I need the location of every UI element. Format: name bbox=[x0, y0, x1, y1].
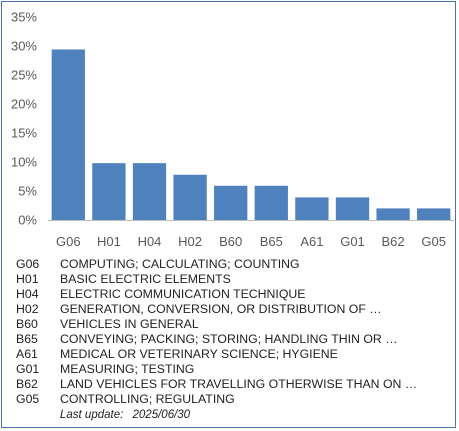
bar-g01 bbox=[335, 197, 370, 220]
legend-row: G01 MEASURING; TESTING bbox=[16, 362, 446, 377]
legend-code: G01 bbox=[16, 362, 40, 376]
legend-code: B62 bbox=[16, 377, 38, 391]
bar-h02 bbox=[173, 174, 207, 220]
legend-description: MEDICAL OR VETERINARY SCIENCE; HYGIENE bbox=[60, 347, 338, 361]
legend-description: GENERATION, CONVERSION, OR DISTRIBUTION … bbox=[60, 302, 382, 316]
last-update-date: 2025/06/30 bbox=[132, 409, 191, 421]
legend-description: CONTROLLING; REGULATING bbox=[60, 392, 235, 406]
legend-description: COMPUTING; CALCULATING; COUNTING bbox=[60, 257, 300, 271]
bar-g05 bbox=[417, 208, 451, 220]
legend-code: G06 bbox=[16, 257, 40, 271]
bar-a61 bbox=[295, 197, 329, 220]
legend-code: H02 bbox=[16, 302, 39, 316]
legend-description: CONVEYING; PACKING; STORING; HANDLING TH… bbox=[60, 332, 398, 346]
x-tick-label: B60 bbox=[219, 234, 242, 249]
legend-row: A61 MEDICAL OR VETERINARY SCIENCE; HYGIEN… bbox=[16, 347, 446, 362]
y-axis-ticks: 0% 5% 10% 15% 20% 25% 30% 35% bbox=[11, 10, 37, 228]
x-tick-label: G01 bbox=[340, 234, 365, 249]
legend-code: H04 bbox=[16, 287, 39, 301]
legend-row: G05 CONTROLLING; REGULATING bbox=[16, 392, 446, 407]
legend-code: B60 bbox=[16, 317, 38, 331]
bar-b60 bbox=[214, 185, 248, 220]
y-tick-label: 35% bbox=[11, 10, 37, 25]
x-tick-label: G05 bbox=[421, 234, 446, 249]
x-tick-label: H02 bbox=[178, 234, 202, 249]
legend-code: G05 bbox=[16, 392, 40, 406]
legend-code: H01 bbox=[16, 272, 39, 286]
y-tick-label: 10% bbox=[11, 155, 37, 170]
legend-row: G06 COMPUTING; CALCULATING; COUNTING bbox=[16, 257, 446, 272]
bar-h01 bbox=[92, 163, 126, 220]
legend-row: H02 GENERATION, CONVERSION, OR DISTRIBUTI… bbox=[16, 302, 446, 317]
legend-row: H04 ELECTRIC COMMUNICATION TECHNIQUE bbox=[16, 287, 446, 302]
x-tick-label: H04 bbox=[138, 234, 162, 249]
category-legend: G06 COMPUTING; CALCULATING; COUNTING H01 BA… bbox=[16, 257, 446, 407]
x-tick-label: B65 bbox=[260, 234, 283, 249]
bars bbox=[51, 49, 451, 221]
bar-g06 bbox=[51, 49, 85, 221]
y-tick-label: 30% bbox=[11, 39, 37, 54]
legend-description: MEASURING; TESTING bbox=[60, 362, 195, 376]
x-tick-label: H01 bbox=[97, 234, 121, 249]
y-tick-label: 20% bbox=[11, 97, 37, 112]
x-tick-label: B62 bbox=[382, 234, 405, 249]
bar-b62 bbox=[376, 208, 410, 220]
last-update-label: Last update: bbox=[60, 409, 124, 421]
x-tick-label: A61 bbox=[300, 234, 323, 249]
legend-description: BASIC ELECTRIC ELEMENTS bbox=[60, 272, 231, 286]
bar-h04 bbox=[132, 163, 167, 220]
legend-row: B60 VEHICLES IN GENERAL bbox=[16, 317, 446, 332]
y-tick-label: 0% bbox=[18, 213, 37, 228]
legend-row: B65 CONVEYING; PACKING; STORING; HANDLING… bbox=[16, 332, 446, 347]
legend-row: H01 BASIC ELECTRIC ELEMENTS bbox=[16, 272, 446, 287]
legend-code: B65 bbox=[16, 332, 38, 346]
legend-description: VEHICLES IN GENERAL bbox=[60, 317, 199, 331]
last-update: Last update: 2025/06/30 bbox=[60, 409, 190, 421]
bar-b65 bbox=[254, 185, 288, 220]
x-tick-label: G06 bbox=[56, 234, 81, 249]
bar-chart: 0% 5% 10% 15% 20% 25% 30% 35% G06 H01 H04 H02 B60 B6… bbox=[11, 10, 454, 249]
legend-description: LAND VEHICLES FOR TRAVELLING OTHERWISE T… bbox=[60, 377, 418, 391]
y-tick-label: 15% bbox=[11, 126, 37, 141]
x-axis-ticks: G06 H01 H04 H02 B60 B65 A61 G01 B62 G05 bbox=[56, 234, 446, 249]
y-tick-label: 5% bbox=[18, 184, 37, 199]
legend-description: ELECTRIC COMMUNICATION TECHNIQUE bbox=[60, 287, 306, 301]
legend-code: A61 bbox=[16, 347, 38, 361]
legend-row: B62 LAND VEHICLES FOR TRAVELLING OTHERWIS… bbox=[16, 377, 446, 392]
y-tick-label: 25% bbox=[11, 68, 37, 83]
